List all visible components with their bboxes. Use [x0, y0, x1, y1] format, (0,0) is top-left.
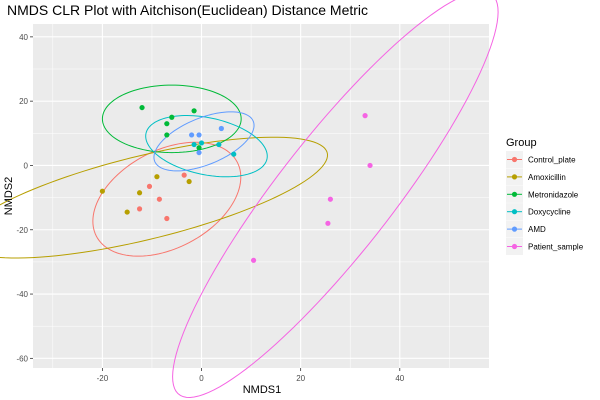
point-amoxicillin [124, 209, 130, 215]
x-tick-label: -20 [97, 374, 109, 383]
data-points [99, 104, 373, 263]
point-metronidazole [169, 114, 175, 120]
x-axis: -20 0 20 40 [97, 368, 405, 383]
point-patient-sample [367, 162, 373, 169]
point-amoxicillin [136, 190, 143, 196]
point-patient-sample [325, 220, 331, 226]
point-amoxicillin [186, 178, 192, 185]
point-control-plate [181, 172, 187, 178]
point-patient-sample [250, 257, 257, 263]
legend-key-point-patient-sample [511, 243, 518, 250]
y-tick-label: 40 [19, 33, 28, 42]
point-metronidazole [191, 108, 197, 114]
y-axis: -60 -40 -20 0 20 40 [16, 33, 33, 363]
legend-label-control-plate: Control_plate [528, 156, 576, 165]
point-amd [218, 125, 224, 132]
legend-label-amoxicillin: Amoxicillin [528, 173, 566, 182]
legend-items: Control_plate Amoxicillin Metronidazole Dox… [506, 151, 584, 255]
point-control-plate [146, 183, 153, 189]
ellipse-amd [153, 111, 255, 172]
point-metronidazole [139, 104, 145, 111]
legend-label-patient-sample: Patient_sample [528, 243, 584, 252]
legend-key-point-metronidazole [511, 191, 518, 197]
legend-key-point-amd [511, 226, 518, 232]
legend-label-doxycycline: Doxycycline [528, 208, 571, 217]
confidence-ellipses [0, 0, 499, 398]
point-metronidazole [196, 145, 202, 151]
y-tick-label: -20 [16, 226, 28, 235]
x-tick-label: 20 [296, 374, 305, 383]
point-control-plate [136, 206, 143, 212]
point-patient-sample [327, 196, 333, 202]
x-axis-title: NMDS1 [243, 384, 282, 396]
point-amoxicillin [99, 188, 105, 194]
legend-label-amd: AMD [528, 225, 546, 234]
point-metronidazole [164, 132, 170, 138]
y-tick-label: -40 [16, 290, 28, 299]
point-patient-sample [362, 113, 368, 119]
ellipse-metronidazole [101, 84, 242, 154]
point-amoxicillin [154, 174, 160, 180]
legend-title: Group [506, 137, 537, 149]
legend-key-point-doxycycline [511, 209, 518, 215]
point-doxycycline [216, 141, 222, 148]
point-amd [196, 132, 202, 138]
x-tick-label: 0 [199, 374, 204, 383]
y-axis-title: NMDS2 [3, 177, 15, 216]
legend-key-point-amoxicillin [511, 174, 518, 180]
point-control-plate [164, 215, 170, 222]
point-metronidazole [164, 121, 170, 127]
plot-panel [33, 24, 489, 368]
legend-label-metronidazole: Metronidazole [528, 190, 579, 199]
y-tick-label: 0 [24, 161, 29, 170]
legend: Group Control_plate Amoxicillin Metronidaz… [506, 137, 584, 255]
y-tick-label: 20 [19, 97, 28, 106]
y-tick-label: -60 [16, 354, 28, 363]
ellipse-patient-sample [172, 0, 499, 398]
chart-title: NMDS CLR Plot with Aitchison(Euclidean) … [7, 2, 368, 18]
point-control-plate [156, 196, 162, 202]
point-doxycycline [191, 141, 197, 148]
point-amd [196, 149, 202, 156]
point-doxycycline [231, 151, 237, 157]
point-amd [189, 132, 195, 138]
legend-key-point-control-plate [511, 156, 518, 163]
point-doxycycline [198, 140, 205, 146]
x-tick-label: 40 [395, 374, 404, 383]
